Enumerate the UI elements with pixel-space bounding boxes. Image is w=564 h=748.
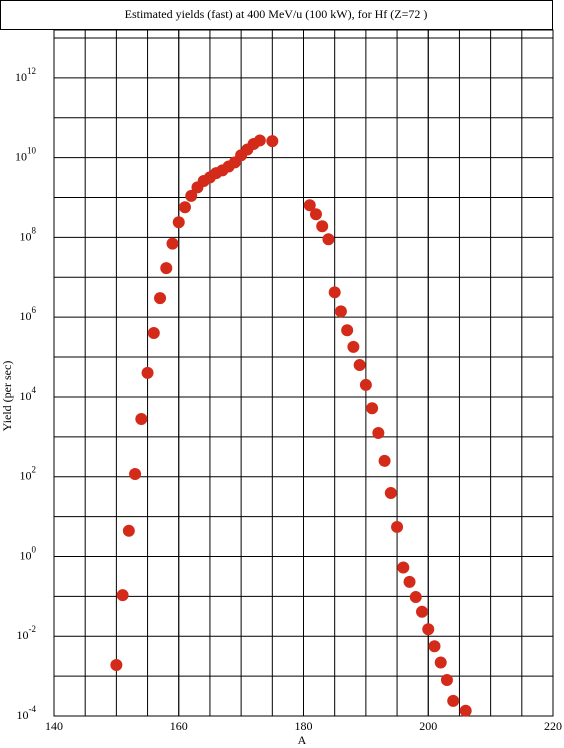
y-tick-label: 1012 <box>15 66 36 84</box>
data-point <box>403 575 416 588</box>
data-point <box>384 487 397 500</box>
data-point <box>172 216 185 229</box>
data-point <box>378 454 391 467</box>
data-point <box>397 561 410 574</box>
x-tick-label: 160 <box>170 719 188 733</box>
data-point <box>459 704 472 717</box>
data-point <box>160 262 173 275</box>
data-point <box>154 292 167 305</box>
data-point <box>428 640 441 653</box>
x-tick-label: 200 <box>419 719 437 733</box>
data-point <box>135 412 148 425</box>
x-axis-label: A <box>298 733 307 747</box>
y-tick-label: 106 <box>20 305 37 323</box>
y-tick-label: 10-4 <box>17 704 37 722</box>
data-point <box>266 135 279 148</box>
y-tick-label: 10-2 <box>17 624 37 642</box>
data-point <box>440 673 453 686</box>
tick-base: 10 <box>20 468 32 482</box>
data-point <box>303 199 316 212</box>
data-point <box>372 426 385 439</box>
data-point <box>334 305 347 318</box>
tick-base: 10 <box>20 309 32 323</box>
tick-exponent: 2 <box>32 465 37 475</box>
y-tick-label: 1010 <box>15 146 37 164</box>
tick-exponent: 8 <box>32 225 37 235</box>
x-tick-label: 220 <box>544 719 562 733</box>
y-tick-label: 100 <box>20 545 37 563</box>
data-point <box>391 520 404 533</box>
data-point <box>359 378 372 391</box>
data-point <box>422 623 435 636</box>
data-point <box>309 208 322 221</box>
y-axis-label: Yield (per sec) <box>0 361 14 432</box>
tick-exponent: 12 <box>27 66 36 76</box>
data-point <box>316 220 329 233</box>
tick-base: 10 <box>20 229 32 243</box>
y-tick-label: 104 <box>20 385 37 403</box>
data-point <box>178 201 191 214</box>
data-point <box>122 524 135 537</box>
data-point <box>341 324 354 337</box>
tick-exponent: 10 <box>27 146 37 156</box>
data-point <box>185 189 198 202</box>
y-tick-label: 108 <box>20 225 37 243</box>
x-tick-label: 180 <box>295 719 313 733</box>
chart-title: Estimated yields (fast) at 400 MeV/u (10… <box>125 7 428 21</box>
data-point <box>353 359 366 372</box>
tick-base: 10 <box>17 708 29 722</box>
y-tick-label: 102 <box>20 465 37 483</box>
data-point <box>110 659 123 672</box>
tick-base: 10 <box>15 70 27 84</box>
data-point <box>129 467 142 480</box>
tick-base: 10 <box>20 548 32 562</box>
tick-exponent: -4 <box>29 704 37 714</box>
data-point <box>434 656 447 669</box>
tick-base: 10 <box>17 628 29 642</box>
data-point <box>116 589 129 602</box>
data-point <box>253 134 266 147</box>
data-point <box>147 327 160 340</box>
data-point <box>322 233 335 246</box>
tick-exponent: 4 <box>32 385 37 395</box>
data-point <box>347 340 360 353</box>
data-point <box>416 605 429 618</box>
data-point <box>141 366 154 379</box>
data-point <box>366 402 379 415</box>
tick-exponent: -2 <box>29 624 37 634</box>
tick-base: 10 <box>15 149 27 163</box>
data-point <box>328 286 341 299</box>
x-tick-label: 140 <box>45 719 63 733</box>
data-point <box>166 237 179 250</box>
tick-exponent: 0 <box>32 545 37 555</box>
data-point <box>447 694 460 707</box>
data-point <box>409 591 422 604</box>
tick-base: 10 <box>20 389 32 403</box>
tick-exponent: 6 <box>32 305 37 315</box>
